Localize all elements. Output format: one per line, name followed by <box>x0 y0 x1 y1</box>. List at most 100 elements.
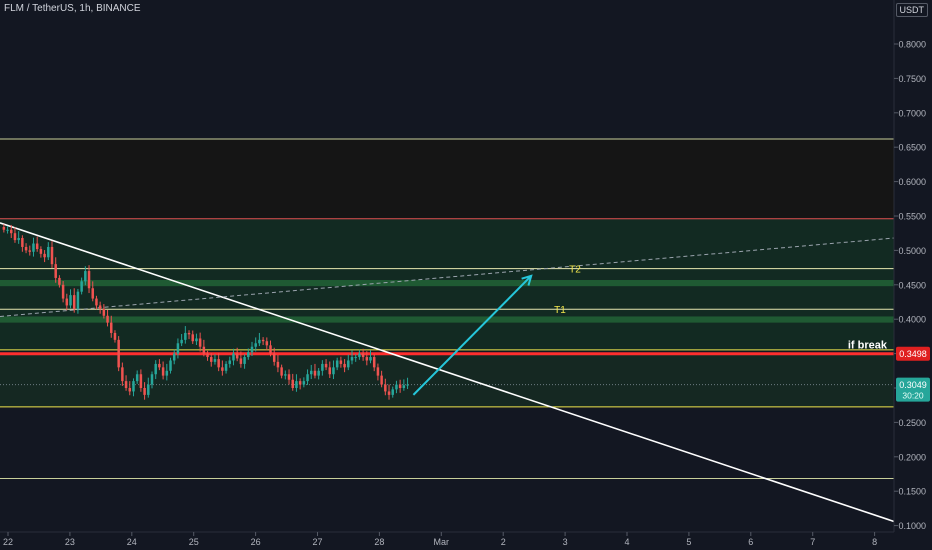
candle-body <box>87 271 91 289</box>
candle-body <box>380 375 383 385</box>
candle-body <box>91 288 94 299</box>
candle-body <box>213 359 217 362</box>
candle-body <box>343 363 346 368</box>
candle-body <box>169 360 172 371</box>
time-tick-label: 28 <box>374 537 384 547</box>
zone-4 <box>0 279 894 287</box>
candle-body <box>132 381 135 392</box>
candle-body <box>354 357 357 359</box>
zone-0 <box>0 138 894 219</box>
trendline-ascending <box>0 237 895 317</box>
candle-body <box>184 332 187 340</box>
time-tick-label: 27 <box>312 537 322 547</box>
candle-body <box>324 363 328 368</box>
candle-body <box>202 346 206 354</box>
candle-body <box>210 357 213 362</box>
candle-body <box>143 388 146 395</box>
candle-body <box>198 338 202 347</box>
candle-body <box>269 345 272 354</box>
candle-body <box>398 384 402 388</box>
alert-price-value: 0.3498 <box>899 349 927 359</box>
candle-body <box>261 339 265 342</box>
candle-body <box>117 339 120 368</box>
candle-body <box>2 227 6 230</box>
candle-body <box>32 243 35 252</box>
candle-body <box>291 379 294 388</box>
price-tick-label: 0.5000 <box>898 246 926 256</box>
candle-body <box>298 381 302 385</box>
candle-body <box>321 363 324 371</box>
candle-body <box>35 243 39 250</box>
candle-body <box>365 357 369 361</box>
symbol-title: FLM / TetherUS, 1h, BINANCE <box>4 3 141 14</box>
candle-body <box>191 334 194 342</box>
candle-body <box>239 358 243 364</box>
candle-body <box>43 253 46 258</box>
candle-body <box>232 353 235 361</box>
candle-body <box>332 367 335 375</box>
time-tick-label: 8 <box>872 537 877 547</box>
candle-body <box>24 246 28 251</box>
price-tick-label: 0.5500 <box>898 212 926 222</box>
candle-body <box>47 246 50 258</box>
candle-body <box>128 388 132 392</box>
target-label-t1: T1 <box>554 305 566 316</box>
time-tick-label: 26 <box>251 537 261 547</box>
currency-badge[interactable]: USDT <box>895 3 928 17</box>
price-axis-bg <box>894 0 932 550</box>
candle-body <box>317 370 320 376</box>
candle-body <box>376 367 380 376</box>
candle-body <box>228 360 232 364</box>
trendline-descending <box>0 222 895 523</box>
candle-body <box>284 374 287 376</box>
price-tick-label: 0.7500 <box>898 74 926 84</box>
candle-countdown: 30:20 <box>902 391 924 401</box>
candle-body <box>84 271 87 282</box>
candle-body <box>235 353 239 359</box>
candle-body <box>95 298 98 306</box>
candle-body <box>243 357 246 364</box>
candle-body <box>335 360 339 368</box>
candle-body <box>265 341 269 346</box>
candle-body <box>54 264 57 278</box>
candle-body <box>287 374 291 380</box>
candle-body <box>135 374 139 382</box>
candle-body <box>221 367 224 371</box>
candle-body <box>195 338 198 342</box>
time-tick-label: 5 <box>686 537 691 547</box>
price-tick-label: 0.7000 <box>898 108 926 118</box>
time-tick-label: 4 <box>624 537 629 547</box>
candle-body <box>280 367 283 376</box>
if-break-label: if break <box>848 340 888 352</box>
candle-body <box>372 357 376 368</box>
target-label-t2: T2 <box>569 265 581 276</box>
candle-body <box>387 391 391 395</box>
candle-body <box>206 353 209 358</box>
candle-body <box>310 370 313 375</box>
last-price-badge <box>896 377 930 402</box>
candle-body <box>313 370 317 376</box>
candle-body <box>121 367 124 382</box>
candle-body <box>10 229 13 234</box>
candle-body <box>17 238 20 241</box>
zone-5 <box>0 316 894 323</box>
candle-body <box>306 374 309 382</box>
alert-price-badge <box>896 346 930 361</box>
candle-body <box>69 295 72 306</box>
zone-1 <box>0 218 894 310</box>
last-price-value: 0.3049 <box>899 380 927 390</box>
time-axis-bg <box>0 532 932 550</box>
candle-body <box>358 353 361 358</box>
time-tick-label: 2 <box>501 537 506 547</box>
time-tick-label: 24 <box>127 537 137 547</box>
time-tick-label: 3 <box>563 537 568 547</box>
candle-body <box>113 332 117 340</box>
candle-body <box>369 357 372 361</box>
candle-body <box>350 357 354 361</box>
candle-body <box>258 339 261 344</box>
candle-body <box>165 370 169 376</box>
candle-body <box>39 249 43 254</box>
candle-body <box>406 384 409 386</box>
